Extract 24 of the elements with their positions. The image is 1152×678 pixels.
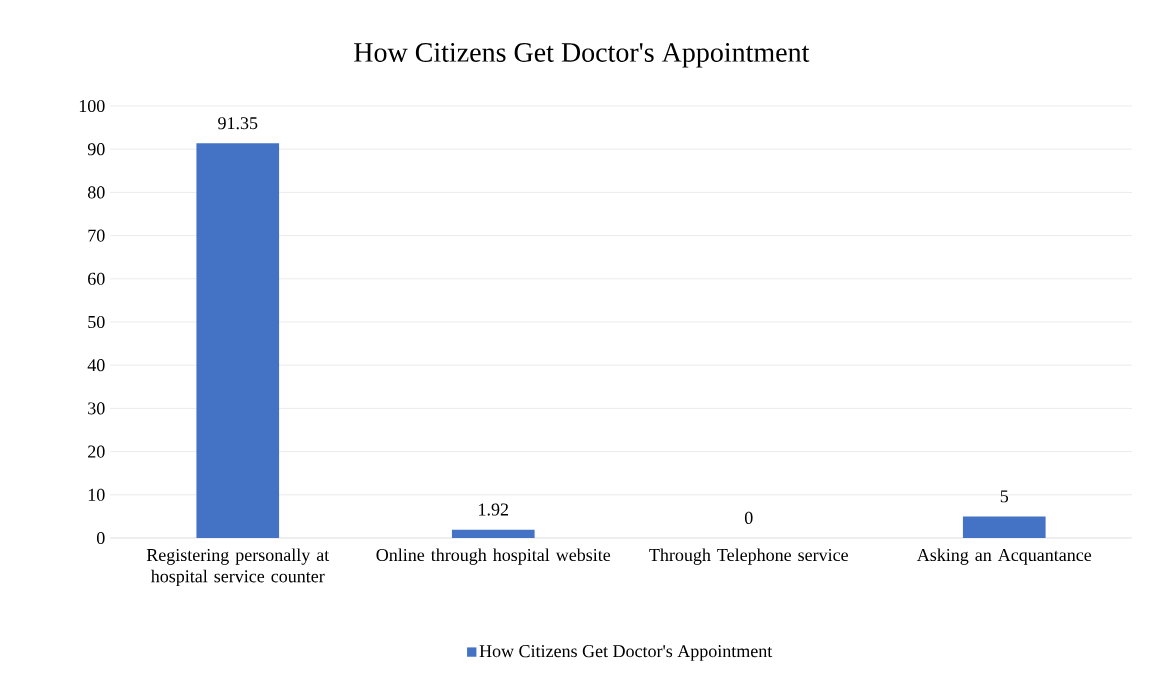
y-tick-label: 90 (87, 143, 105, 156)
chart-title: How Citizens Get Doctor's Appointment (354, 43, 810, 68)
legend-label: How Citizens Get Doctor's Appointment (479, 645, 773, 661)
bar (196, 143, 280, 538)
bar (962, 516, 1046, 538)
x-tick-label: Asking an Acquantance (916, 548, 1092, 565)
y-tick-label: 0 (96, 531, 105, 545)
y-tick-label: 70 (88, 229, 105, 242)
x-tick-label: Online through hospital website (376, 548, 611, 565)
y-tick-label: 10 (88, 488, 105, 501)
y-tick-label: 20 (88, 445, 105, 458)
y-tick-label: 50 (88, 315, 105, 329)
data-label: 1.92 (479, 503, 509, 516)
x-tick-label: Through Telephone service (649, 548, 848, 565)
bar (451, 529, 535, 538)
y-tick-label: 30 (88, 402, 105, 415)
y-tick-label: 100 (79, 99, 105, 113)
data-label: 5 (1000, 490, 1009, 503)
data-label: 91.35 (218, 117, 258, 130)
y-tick-label: 60 (88, 272, 105, 285)
x-tick-label: Registering personally at hospital service counter (146, 548, 330, 587)
data-label: 0 (744, 511, 753, 524)
y-tick-label: 80 (87, 186, 105, 199)
y-tick-label: 40 (87, 359, 105, 372)
